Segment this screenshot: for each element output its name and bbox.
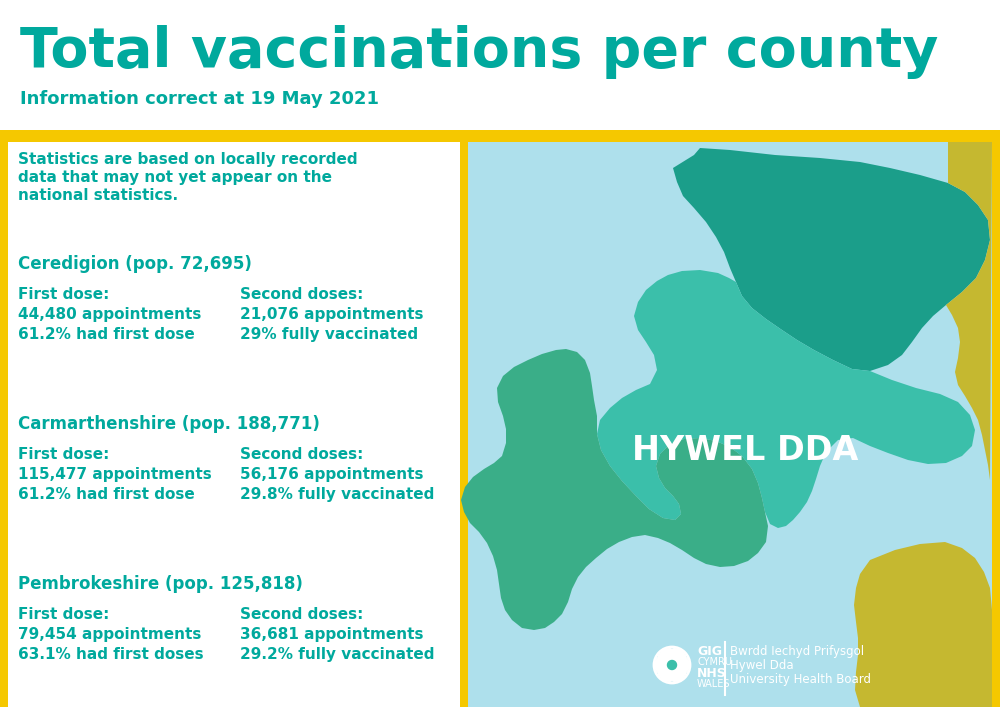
Text: Bwrdd Iechyd Prifysgol: Bwrdd Iechyd Prifysgol (730, 645, 864, 658)
Text: 115,477 appointments: 115,477 appointments (18, 467, 212, 482)
Text: data that may not yet appear on the: data that may not yet appear on the (18, 170, 332, 185)
Text: GIG: GIG (697, 645, 722, 658)
Polygon shape (597, 270, 975, 528)
FancyBboxPatch shape (8, 563, 460, 707)
Polygon shape (854, 542, 992, 707)
Polygon shape (461, 349, 768, 630)
Text: First dose:: First dose: (18, 287, 109, 302)
Text: 79,454 appointments: 79,454 appointments (18, 627, 201, 642)
Text: 29.2% fully vaccinated: 29.2% fully vaccinated (240, 647, 434, 662)
FancyBboxPatch shape (8, 142, 460, 707)
Text: Second doses:: Second doses: (240, 287, 363, 302)
Text: national statistics.: national statistics. (18, 188, 178, 203)
Text: 63.1% had first doses: 63.1% had first doses (18, 647, 204, 662)
Text: 36,681 appointments: 36,681 appointments (240, 627, 424, 642)
Text: 56,176 appointments: 56,176 appointments (240, 467, 424, 482)
Text: HYWEL DDA: HYWEL DDA (632, 433, 858, 467)
Text: 21,076 appointments: 21,076 appointments (240, 307, 424, 322)
Polygon shape (946, 142, 992, 480)
FancyBboxPatch shape (0, 142, 1000, 707)
Circle shape (668, 660, 676, 670)
Text: University Health Board: University Health Board (730, 673, 871, 686)
Text: Total vaccinations per county: Total vaccinations per county (20, 25, 938, 79)
Text: Statistics are based on locally recorded: Statistics are based on locally recorded (18, 152, 358, 167)
Text: Pembrokeshire (pop. 125,818): Pembrokeshire (pop. 125,818) (18, 575, 303, 593)
Text: Carmarthenshire (pop. 188,771): Carmarthenshire (pop. 188,771) (18, 415, 320, 433)
Circle shape (668, 664, 686, 682)
Circle shape (654, 656, 672, 674)
Circle shape (658, 648, 676, 666)
Text: WALES: WALES (697, 679, 730, 689)
FancyBboxPatch shape (8, 142, 460, 228)
Text: First dose:: First dose: (18, 447, 109, 462)
Circle shape (658, 664, 676, 682)
Text: CYMRU: CYMRU (697, 657, 732, 667)
FancyBboxPatch shape (0, 130, 1000, 142)
Polygon shape (673, 148, 990, 371)
Text: NHS: NHS (697, 667, 727, 680)
Text: 44,480 appointments: 44,480 appointments (18, 307, 201, 322)
FancyBboxPatch shape (468, 142, 992, 707)
Text: First dose:: First dose: (18, 607, 109, 622)
Text: 61.2% had first dose: 61.2% had first dose (18, 487, 195, 502)
Text: Information correct at 19 May 2021: Information correct at 19 May 2021 (20, 90, 379, 108)
Circle shape (668, 648, 686, 666)
FancyBboxPatch shape (8, 243, 460, 388)
FancyBboxPatch shape (8, 403, 460, 548)
Text: Second doses:: Second doses: (240, 447, 363, 462)
Text: 29% fully vaccinated: 29% fully vaccinated (240, 327, 418, 342)
Text: 61.2% had first dose: 61.2% had first dose (18, 327, 195, 342)
Text: Hywel Dda: Hywel Dda (730, 659, 794, 672)
Circle shape (672, 656, 690, 674)
Text: Second doses:: Second doses: (240, 607, 363, 622)
Text: Ceredigion (pop. 72,695): Ceredigion (pop. 72,695) (18, 255, 252, 273)
Text: 29.8% fully vaccinated: 29.8% fully vaccinated (240, 487, 434, 502)
